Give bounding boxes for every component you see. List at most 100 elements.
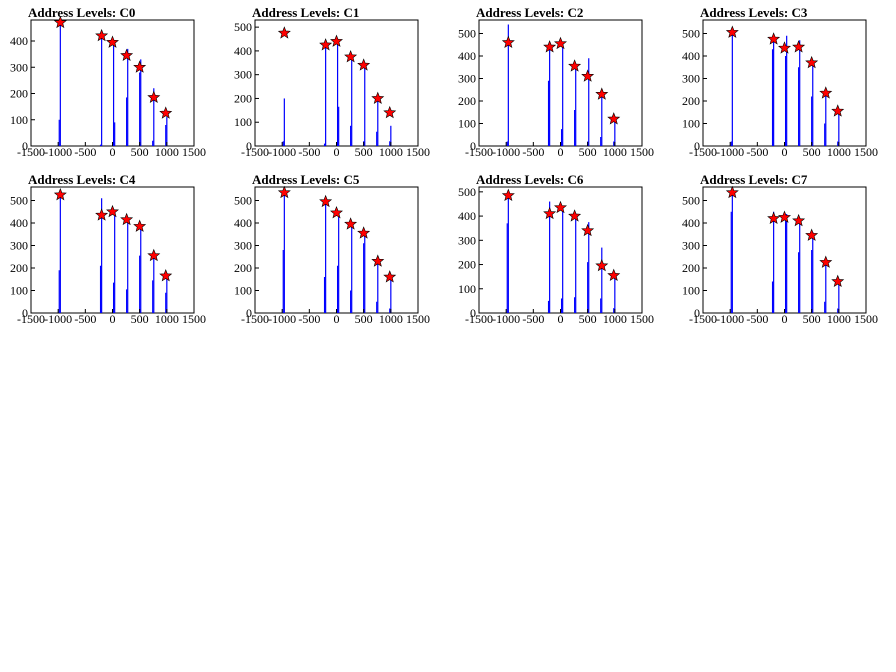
x-tick-label: -1500 [689,312,717,326]
y-tick-label: 200 [458,94,476,108]
histogram-bar [59,22,61,147]
histogram-bar [825,259,827,313]
x-tick-label: -1000 [492,312,520,326]
y-tick-label: 100 [234,115,252,129]
x-tick-label: 0 [334,145,340,159]
peak-marker [147,248,161,262]
histogram-bar [784,220,787,313]
histogram-bar [127,48,129,147]
y-tick-label: 100 [458,282,476,296]
histogram-bar [812,232,814,313]
y-tick-label: 0 [246,306,252,320]
chart-panel-2: Address Levels: C2-1500 -1000 -500 0 500 1000… [458,5,654,159]
peak-marker [767,32,781,45]
peak-marker [277,185,291,199]
histogram-bar [351,223,353,313]
peak-marker [831,104,845,117]
x-tick-label: -1500 [241,145,269,159]
histogram-bar [825,89,827,146]
y-tick-label: 500 [10,194,28,208]
x-tick-label: -1000 [44,145,72,159]
panel-title: Address Levels: C3 [700,5,808,20]
peak-marker [831,274,845,288]
x-tick-label: 1000 [827,312,851,326]
histogram-bar [59,191,61,313]
peak-marker [543,206,557,220]
peak-marker [277,26,291,39]
y-tick-label: 200 [682,94,700,108]
peak-marker [120,48,134,61]
x-tick-label: -1500 [241,312,269,326]
y-tick-label: 400 [682,216,700,230]
y-tick-label: 300 [10,239,28,253]
histogram-bar [574,297,576,313]
peak-marker [805,55,819,69]
y-tick-label: 100 [682,117,700,131]
histogram-bar [613,141,615,146]
peak-marker [819,255,833,268]
peak-marker [147,90,161,103]
peak-marker [607,112,621,125]
histogram-bar [283,98,285,146]
peak-marker [568,209,582,222]
peak-marker [319,194,333,208]
y-tick-label: 300 [10,60,28,74]
x-tick-label: -1000 [268,312,296,326]
x-tick-label: -500 [522,312,544,326]
histogram-bar [600,298,602,313]
histogram-bar [786,35,788,146]
peak-marker [53,15,67,29]
chart-panel-1: Address Levels: C1-1500 -1000 -500 0 500 1000… [234,5,430,159]
histogram-bar [351,54,353,146]
y-tick-label: 400 [10,34,28,48]
histogram-bar [140,227,142,313]
y-tick-label: 0 [22,139,28,153]
x-tick-label: -1500 [465,312,493,326]
chart-panel-0: Address Levels: C0-1500 -1000 -500 0 500 1000… [10,5,206,159]
histogram-bar [773,211,775,313]
histogram-bar [730,211,732,313]
histogram-bar [575,213,577,313]
histogram-bar [139,255,141,314]
y-tick-label: 100 [458,117,476,131]
histogram-bar [376,131,378,146]
y-tick-label: 100 [10,113,28,127]
histogram-bar [325,200,327,313]
x-tick-label: 0 [558,145,564,159]
histogram-bar [838,279,840,313]
histogram-bar [390,275,392,314]
y-tick-label: 0 [22,306,28,320]
peak-marker [106,35,119,48]
histogram-bar [784,56,787,146]
histogram-bar [389,141,391,146]
y-tick-label: 500 [682,27,700,41]
histogram-bar [798,67,800,146]
histogram-bar [837,308,839,313]
peak-marker [607,268,621,281]
peak-marker [581,223,595,237]
histogram-bar [101,35,103,146]
histogram-bar [506,223,508,313]
peak-marker [371,254,385,267]
histogram-bar [165,125,167,146]
peak-marker [95,28,109,42]
histogram-bar [58,270,60,313]
y-tick-label: 300 [234,239,252,253]
peak-marker [554,200,567,214]
histogram-bar [507,24,509,146]
histogram-bar [389,308,391,313]
y-tick-label: 400 [458,49,476,63]
y-tick-label: 0 [694,139,700,153]
histogram-bar [139,72,141,146]
y-tick-label: 100 [234,284,252,298]
histogram-bar [549,201,551,313]
x-tick-label: -500 [746,145,768,159]
panel-title: Address Levels: C7 [700,172,808,187]
peak-marker [792,40,806,53]
histogram-bar [283,191,285,313]
x-tick-label: -500 [298,312,320,326]
peak-marker [53,188,67,201]
histogram-bar [112,43,115,147]
y-tick-label: 0 [470,306,476,320]
histogram-bar [588,222,590,313]
